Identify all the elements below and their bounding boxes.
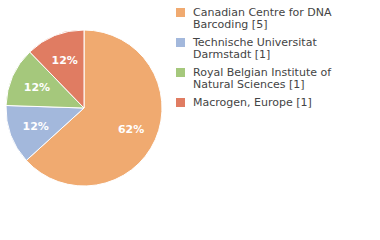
data-label: 12% [23,120,49,133]
legend-swatch [176,38,185,47]
legend-swatch [176,8,185,17]
slice [30,30,84,108]
chart: 62% 12% 12% 12% Canadian Centre for DNABarco… [0,0,380,240]
legend-swatch [176,98,185,107]
legend-label: Royal Belgian Institute ofNatural Scienc… [193,66,332,91]
legend-label: Technische UniversitatDarmstadt [1] [192,36,317,61]
pie [6,30,162,186]
data-label: 12% [24,81,50,94]
legend-label: Canadian Centre for DNABarcoding [5] [193,6,332,31]
legend-swatch [176,68,185,77]
legend-label: Macrogen, Europe [1] [193,96,312,109]
data-label: 62% [118,123,144,136]
data-label: 12% [52,54,78,67]
slice-labels: 62% 12% 12% 12% [23,54,145,136]
legend: Canadian Centre for DNABarcoding [5] Tech… [176,6,332,109]
slice [6,105,84,160]
